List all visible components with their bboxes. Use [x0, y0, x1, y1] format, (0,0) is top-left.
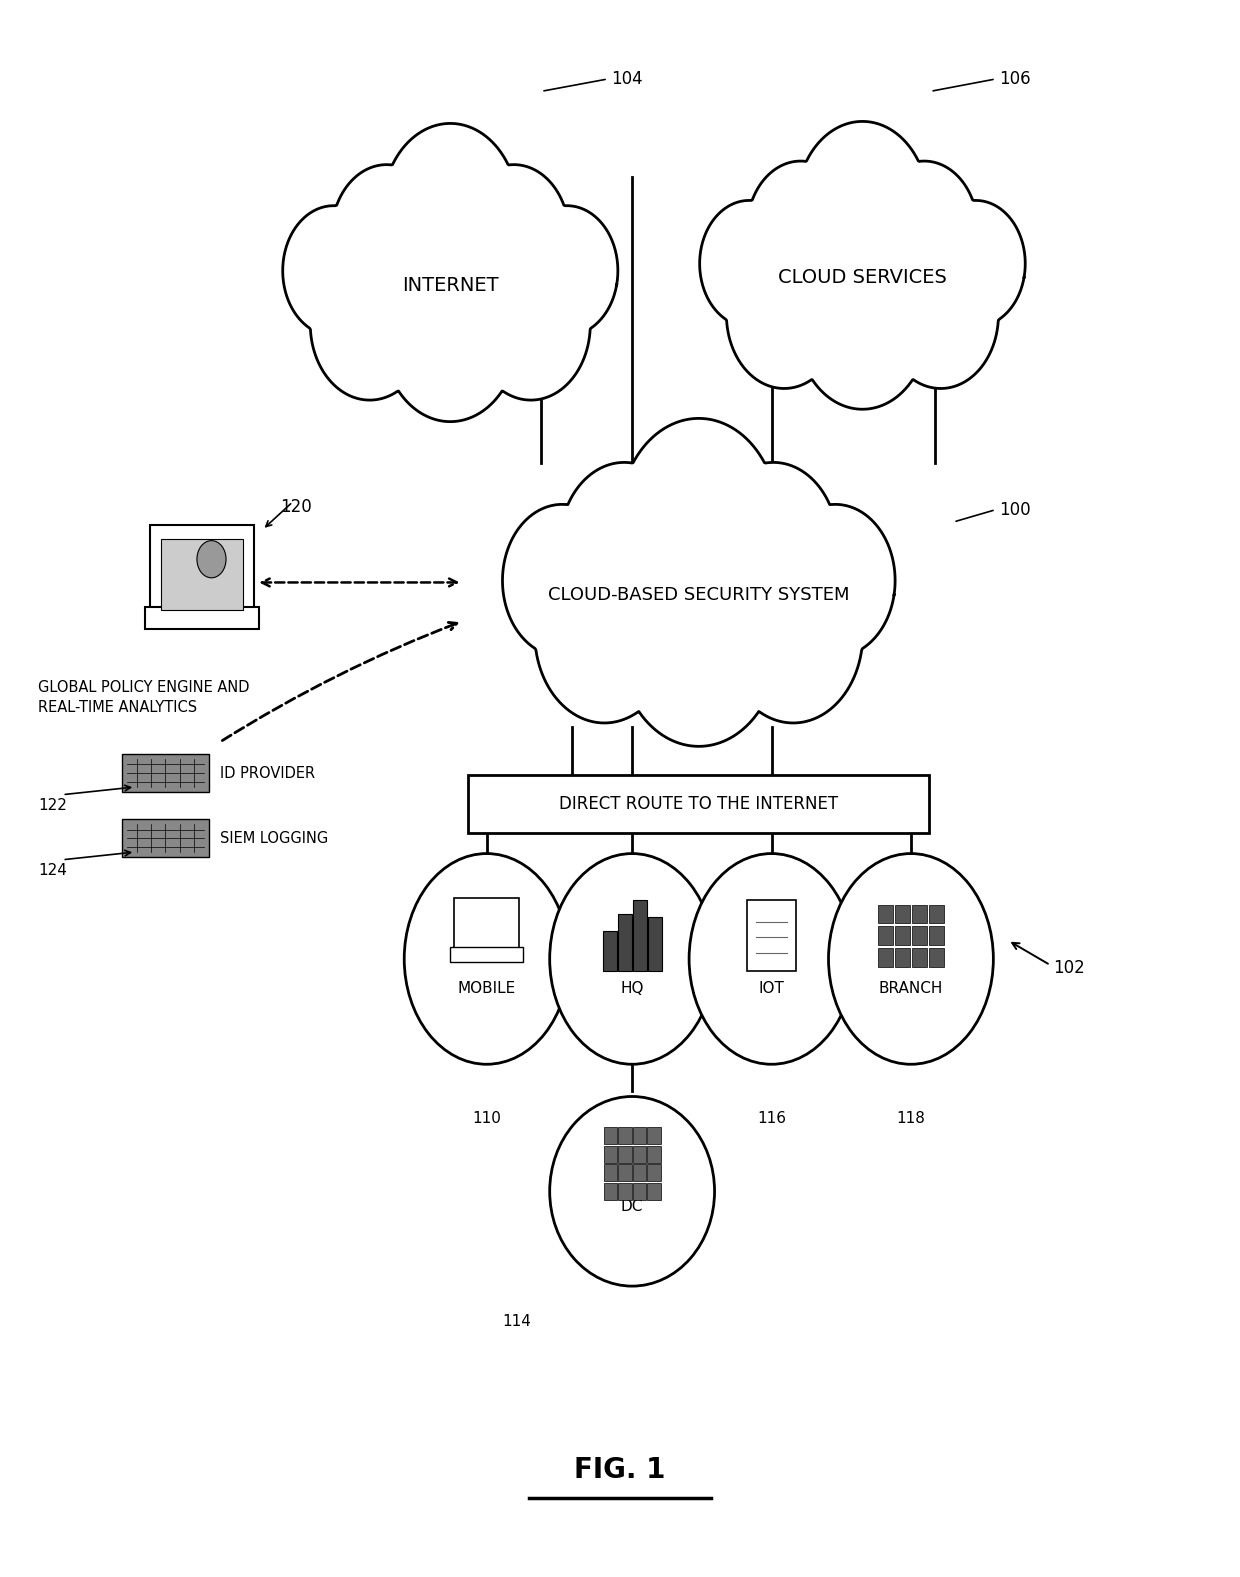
FancyBboxPatch shape: [632, 1145, 646, 1162]
Text: 112: 112: [618, 1110, 646, 1126]
FancyBboxPatch shape: [122, 754, 210, 792]
Text: INTERNET: INTERNET: [402, 276, 498, 295]
Text: GLOBAL POLICY ENGINE AND
REAL-TIME ANALYTICS: GLOBAL POLICY ENGINE AND REAL-TIME ANALY…: [38, 680, 249, 714]
FancyBboxPatch shape: [619, 913, 632, 971]
FancyBboxPatch shape: [604, 1164, 618, 1181]
Text: CLOUD-BASED SECURITY SYSTEM: CLOUD-BASED SECURITY SYSTEM: [548, 585, 849, 604]
Ellipse shape: [828, 853, 993, 1064]
FancyBboxPatch shape: [619, 1164, 631, 1181]
FancyBboxPatch shape: [895, 905, 910, 923]
FancyBboxPatch shape: [878, 926, 893, 945]
FancyBboxPatch shape: [604, 1183, 618, 1200]
FancyBboxPatch shape: [603, 930, 618, 971]
FancyBboxPatch shape: [748, 900, 796, 971]
FancyBboxPatch shape: [929, 926, 944, 945]
FancyBboxPatch shape: [632, 1164, 646, 1181]
FancyBboxPatch shape: [647, 1183, 661, 1200]
FancyBboxPatch shape: [878, 948, 893, 967]
Text: 114: 114: [502, 1314, 532, 1329]
Text: 110: 110: [472, 1110, 501, 1126]
Text: 116: 116: [758, 1110, 786, 1126]
FancyBboxPatch shape: [604, 1145, 618, 1162]
FancyBboxPatch shape: [913, 905, 926, 923]
Text: 120: 120: [280, 497, 312, 516]
FancyBboxPatch shape: [929, 948, 944, 967]
FancyBboxPatch shape: [150, 525, 254, 624]
Circle shape: [197, 541, 226, 577]
Polygon shape: [283, 123, 618, 421]
Text: 102: 102: [1053, 959, 1085, 978]
Text: ID PROVIDER: ID PROVIDER: [219, 765, 315, 781]
Text: HQ: HQ: [620, 981, 644, 997]
FancyBboxPatch shape: [619, 1128, 631, 1143]
FancyBboxPatch shape: [122, 820, 210, 856]
FancyBboxPatch shape: [469, 774, 929, 833]
Polygon shape: [699, 121, 1025, 410]
Text: FIG. 1: FIG. 1: [574, 1456, 666, 1484]
FancyBboxPatch shape: [929, 905, 944, 923]
FancyBboxPatch shape: [647, 1145, 661, 1162]
FancyBboxPatch shape: [604, 1128, 618, 1143]
Text: 106: 106: [999, 69, 1030, 88]
Text: MOBILE: MOBILE: [458, 981, 516, 997]
FancyBboxPatch shape: [619, 1183, 631, 1200]
Text: IOT: IOT: [759, 981, 785, 997]
FancyBboxPatch shape: [145, 607, 259, 629]
FancyBboxPatch shape: [647, 1128, 661, 1143]
FancyBboxPatch shape: [649, 918, 662, 971]
Text: 104: 104: [611, 69, 644, 88]
FancyBboxPatch shape: [895, 948, 910, 967]
Text: CLOUD SERVICES: CLOUD SERVICES: [777, 268, 947, 287]
FancyBboxPatch shape: [160, 539, 243, 610]
Ellipse shape: [404, 853, 569, 1064]
FancyBboxPatch shape: [632, 1183, 646, 1200]
Text: BRANCH: BRANCH: [879, 981, 944, 997]
Text: DC: DC: [621, 1199, 644, 1214]
FancyBboxPatch shape: [913, 926, 926, 945]
Polygon shape: [502, 418, 895, 746]
Text: 100: 100: [999, 500, 1030, 519]
Ellipse shape: [549, 1096, 714, 1287]
FancyBboxPatch shape: [454, 899, 520, 954]
FancyBboxPatch shape: [450, 946, 523, 962]
Text: 118: 118: [897, 1110, 925, 1126]
FancyBboxPatch shape: [895, 926, 910, 945]
Text: 124: 124: [38, 863, 67, 878]
FancyBboxPatch shape: [913, 948, 926, 967]
FancyBboxPatch shape: [632, 1128, 646, 1143]
FancyBboxPatch shape: [619, 1145, 631, 1162]
FancyBboxPatch shape: [878, 905, 893, 923]
FancyBboxPatch shape: [647, 1164, 661, 1181]
Ellipse shape: [549, 853, 714, 1064]
Text: DIRECT ROUTE TO THE INTERNET: DIRECT ROUTE TO THE INTERNET: [559, 795, 838, 814]
FancyBboxPatch shape: [634, 900, 647, 971]
Text: SIEM LOGGING: SIEM LOGGING: [219, 831, 329, 845]
Ellipse shape: [689, 853, 854, 1064]
Text: 122: 122: [38, 798, 67, 812]
